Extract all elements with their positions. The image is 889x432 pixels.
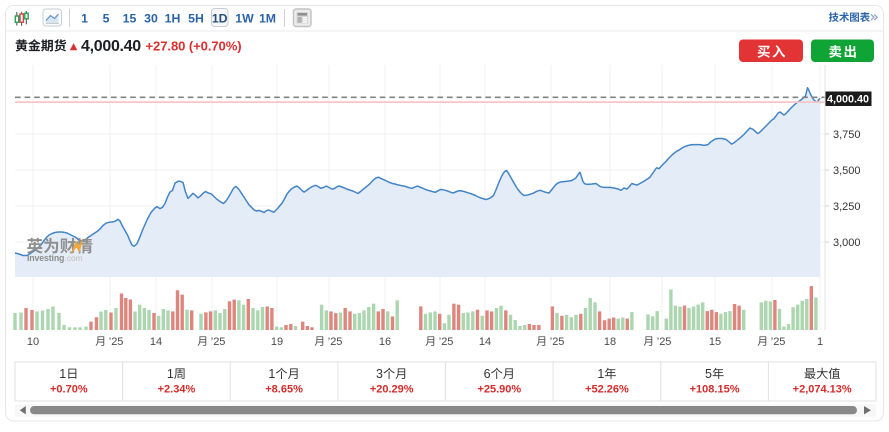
svg-text:’25: ’25	[328, 336, 343, 348]
svg-text:4,000.40: 4,000.40	[81, 38, 141, 55]
svg-text:1: 1	[81, 11, 88, 25]
svg-text:1: 1	[167, 367, 174, 381]
svg-text:+2.34%: +2.34%	[158, 384, 196, 396]
svg-text:30: 30	[144, 11, 158, 25]
svg-text:6: 6	[484, 367, 491, 381]
svg-text:16: 16	[379, 336, 391, 348]
svg-text:4,000.40: 4,000.40	[827, 94, 869, 106]
svg-text:3: 3	[376, 367, 383, 381]
svg-text:19: 19	[271, 336, 283, 348]
svg-text:1M: 1M	[259, 11, 276, 25]
svg-text:3,500: 3,500	[833, 165, 861, 177]
svg-text:+2,074.13%: +2,074.13%	[793, 384, 852, 396]
svg-text:3,750: 3,750	[833, 129, 861, 141]
svg-text:’25: ’25	[550, 336, 565, 348]
svg-text:3,000: 3,000	[833, 237, 861, 249]
svg-text:+20.29%: +20.29%	[370, 384, 414, 396]
svg-text:1: 1	[597, 367, 604, 381]
svg-text:’25: ’25	[657, 336, 672, 348]
svg-text:1: 1	[817, 336, 823, 348]
svg-text:+52.26%: +52.26%	[585, 384, 629, 396]
svg-text:5: 5	[705, 367, 712, 381]
svg-text:3,250: 3,250	[833, 201, 861, 213]
svg-text:1: 1	[268, 367, 275, 381]
svg-text:14: 14	[479, 336, 491, 348]
svg-text:.com: .com	[65, 253, 83, 263]
svg-text:Investing: Investing	[27, 253, 64, 263]
svg-text:’25: ’25	[439, 336, 454, 348]
svg-text:18: 18	[604, 336, 616, 348]
svg-text:1W: 1W	[235, 11, 254, 25]
svg-text:15: 15	[709, 336, 721, 348]
svg-text:’25: ’25	[211, 336, 226, 348]
svg-text:+0.70%: +0.70%	[50, 384, 88, 396]
svg-text:’25: ’25	[771, 336, 786, 348]
svg-text:15: 15	[123, 11, 137, 25]
svg-text:1H: 1H	[165, 11, 181, 25]
svg-text:1: 1	[59, 367, 66, 381]
svg-text:+108.15%: +108.15%	[690, 384, 740, 396]
svg-text:’25: ’25	[109, 336, 124, 348]
svg-text:+8.65%: +8.65%	[265, 384, 303, 396]
svg-text:14: 14	[150, 336, 162, 348]
svg-text:1D: 1D	[212, 11, 228, 25]
svg-text:+25.90%: +25.90%	[477, 384, 521, 396]
svg-text:5H: 5H	[188, 11, 204, 25]
svg-text:+27.80 (+0.70%): +27.80 (+0.70%)	[146, 38, 242, 53]
svg-text:10: 10	[27, 336, 39, 348]
svg-text:5: 5	[103, 11, 110, 25]
